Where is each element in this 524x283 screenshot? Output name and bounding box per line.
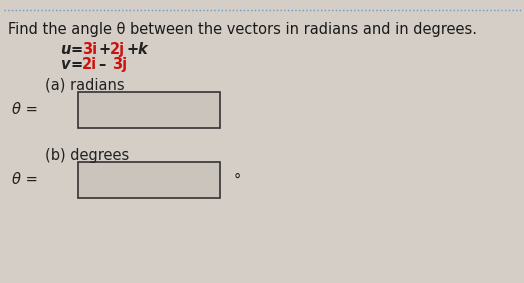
Text: k: k bbox=[138, 42, 148, 57]
Text: =: = bbox=[71, 42, 83, 57]
Text: 3j: 3j bbox=[112, 57, 127, 72]
Text: u: u bbox=[60, 42, 70, 57]
Text: 3i: 3i bbox=[82, 42, 97, 57]
Text: θ =: θ = bbox=[12, 173, 38, 188]
Text: °: ° bbox=[234, 173, 241, 188]
Bar bbox=[78, 162, 220, 198]
Text: –: – bbox=[98, 57, 105, 72]
Bar bbox=[78, 92, 220, 128]
Text: =: = bbox=[71, 57, 83, 72]
Text: (a) radians: (a) radians bbox=[45, 78, 125, 93]
Text: (b) degrees: (b) degrees bbox=[45, 148, 129, 163]
Text: v: v bbox=[60, 57, 70, 72]
Text: Find the angle θ between the vectors in radians and in degrees.: Find the angle θ between the vectors in … bbox=[8, 22, 477, 37]
Text: +: + bbox=[98, 42, 110, 57]
Text: θ =: θ = bbox=[12, 102, 38, 117]
Text: 2j: 2j bbox=[110, 42, 125, 57]
Text: 2i: 2i bbox=[82, 57, 97, 72]
Text: +: + bbox=[126, 42, 138, 57]
